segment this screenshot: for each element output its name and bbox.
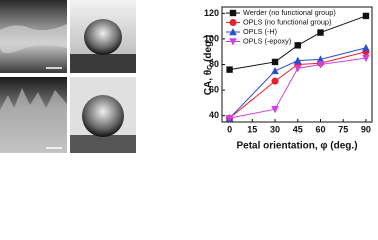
x-tick-label: 90 — [361, 124, 371, 134]
marker — [271, 66, 279, 75]
y-label-rest: (deg.) — [203, 35, 214, 65]
marker — [316, 61, 325, 69]
marker — [362, 54, 370, 63]
marker — [293, 56, 302, 64]
x-tick-label: 0 — [227, 124, 232, 134]
x-tick-label: 30 — [270, 124, 280, 134]
legend-label: Werder (no functional group) — [243, 8, 336, 17]
y-tick-label: 40 — [209, 110, 219, 120]
photos — [0, 0, 136, 153]
chart: CA, θC (deg.) Petal orientation, φ (deg.… — [203, 6, 373, 152]
marker — [362, 12, 370, 20]
legend-marker — [229, 28, 237, 36]
y-label-text: CA, θ — [203, 70, 214, 95]
x-axis-label: Petal orientation, φ (deg.) — [236, 141, 357, 152]
legend-label: OPLS (-epoxy) — [243, 36, 291, 45]
x-tick-label: 60 — [315, 124, 325, 134]
x-tick-label: 45 — [293, 124, 303, 134]
marker — [271, 106, 279, 114]
legend-marker — [229, 38, 237, 46]
y-tick-label: 80 — [209, 59, 219, 69]
legend-marker — [229, 9, 237, 17]
marker — [293, 65, 302, 73]
droplet — [82, 95, 124, 137]
marker — [225, 114, 234, 123]
y-tick-label: 100 — [204, 33, 219, 43]
sem-texture — [0, 88, 67, 153]
y-label-sub: C — [207, 65, 214, 70]
substrate — [70, 54, 136, 73]
legend-label: OPLS (no functional group) — [243, 17, 331, 26]
y-tick-label: 120 — [204, 8, 219, 18]
x-tick-label: 15 — [247, 124, 257, 134]
x-tick-label: 75 — [338, 124, 348, 134]
figure: CA, θC (deg.) Petal orientation, φ (deg.… — [0, 0, 373, 153]
legend-label: OPLS (-H) — [243, 27, 277, 36]
marker — [271, 58, 279, 66]
sem-texture — [0, 24, 67, 54]
marker — [317, 29, 324, 36]
y-tick-label: 60 — [209, 84, 219, 94]
y-axis-label: CA, θC (deg.) — [203, 35, 214, 95]
marker — [316, 55, 325, 63]
marker — [226, 66, 233, 73]
marker — [362, 43, 370, 52]
marker — [294, 42, 301, 49]
droplet — [84, 19, 122, 55]
marker — [271, 77, 279, 85]
legend-marker — [229, 19, 237, 26]
substrate — [70, 135, 136, 153]
